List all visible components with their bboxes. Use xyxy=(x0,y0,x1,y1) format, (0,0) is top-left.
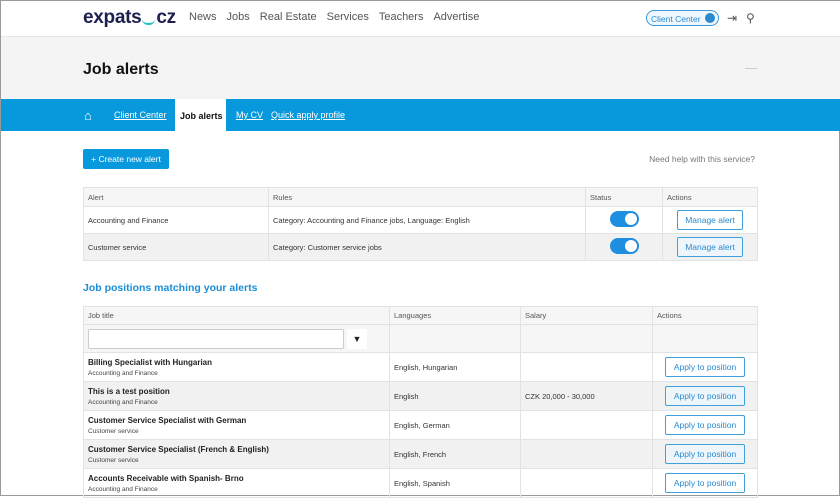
apply-to-position-button[interactable]: Apply to position xyxy=(665,415,745,435)
create-alert-button[interactable]: + Create new alert xyxy=(83,149,169,169)
nav-teachers[interactable]: Teachers xyxy=(378,11,424,23)
job-category: Customer service xyxy=(88,427,139,435)
logo-text-cz: cz xyxy=(156,7,176,28)
job-title[interactable]: Accounts Receivable with Spanish- Brno xyxy=(88,473,244,483)
column-header: Languages xyxy=(389,306,521,325)
alert-name: Accounting and Finance xyxy=(83,206,269,234)
alert-name: Customer service xyxy=(83,233,269,261)
job-salary xyxy=(520,439,653,469)
sub-nav: ⌂ Client Center Job alerts My CV Quick a… xyxy=(1,99,840,131)
job-languages: English, French xyxy=(389,439,521,469)
home-icon[interactable]: ⌂ xyxy=(84,108,92,123)
column-header: Status xyxy=(585,187,663,207)
column-header: Actions xyxy=(662,187,758,207)
alert-rules: Category: Accounting and Finance jobs, L… xyxy=(268,206,586,234)
alerts-table: Alert Rules Status Actions Accounting an… xyxy=(83,187,758,261)
job-category: Accounting and Finance xyxy=(88,369,158,377)
nav-news[interactable]: News xyxy=(189,11,217,23)
column-header: Salary xyxy=(520,306,653,325)
status-toggle[interactable] xyxy=(610,238,639,254)
manage-alert-button[interactable]: Manage alert xyxy=(677,210,743,230)
job-languages: English xyxy=(389,381,521,411)
job-category: Customer service xyxy=(88,456,139,464)
apply-to-position-button[interactable]: Apply to position xyxy=(665,357,745,377)
job-title[interactable]: Billing Specialist with Hungarian xyxy=(88,357,213,367)
client-center-button[interactable]: Client Center xyxy=(646,10,719,26)
nav-services[interactable]: Services xyxy=(326,11,369,23)
help-link[interactable]: Need help with this service? xyxy=(649,154,755,164)
job-title[interactable]: Customer Service Specialist (French & En… xyxy=(88,444,269,454)
job-category: Accounting and Finance xyxy=(88,398,158,406)
divider xyxy=(745,68,757,69)
logo-smile-icon xyxy=(142,19,156,25)
status-toggle[interactable] xyxy=(610,211,639,227)
apply-to-position-button[interactable]: Apply to position xyxy=(665,473,745,493)
job-languages: English, German xyxy=(389,410,521,440)
nav-jobs[interactable]: Jobs xyxy=(226,11,250,23)
job-title-filter-input[interactable] xyxy=(88,328,344,349)
alert-rules: Category: Customer service jobs xyxy=(268,233,586,261)
client-center-label: Client Center xyxy=(651,14,701,24)
top-header: expats cz News Jobs Real Estate Services … xyxy=(1,1,840,37)
logo[interactable]: expats cz xyxy=(83,7,176,29)
search-icon[interactable]: ⚲ xyxy=(746,11,755,25)
user-icon xyxy=(705,13,715,23)
table-row: Billing Specialist with Hungarian Account… xyxy=(83,352,758,382)
subnav-job-alerts[interactable]: Job alerts xyxy=(175,99,226,131)
section-heading: Job positions matching your alerts xyxy=(83,282,258,294)
logo-text: expats xyxy=(83,7,142,28)
table-row: This is a test position Accounting and Fi… xyxy=(83,381,758,411)
table-row: Customer Service Specialist with German C… xyxy=(83,410,758,440)
job-languages: English, Hungarian xyxy=(389,352,521,382)
job-languages: English, Spanish xyxy=(389,468,521,498)
column-header: Rules xyxy=(268,187,586,207)
table-row: Accounts Receivable with Spanish- Brno Ac… xyxy=(83,468,758,498)
job-category: Accounting and Finance xyxy=(88,485,158,493)
apply-to-position-button[interactable]: Apply to position xyxy=(665,444,745,464)
column-header: Actions xyxy=(652,306,758,325)
logout-icon[interactable]: ⇥ xyxy=(727,11,738,25)
subnav-my-cv[interactable]: My CV xyxy=(236,110,263,120)
column-header: Alert xyxy=(83,187,269,207)
job-salary xyxy=(520,410,653,440)
subnav-quick-apply-profile[interactable]: Quick apply profile xyxy=(271,110,346,120)
apply-to-position-button[interactable]: Apply to position xyxy=(665,386,745,406)
page-title: Job alerts xyxy=(83,61,159,78)
job-salary xyxy=(520,352,653,382)
column-header: Job title xyxy=(83,306,390,325)
table-row: Accounting and Finance Category: Account… xyxy=(83,206,758,234)
filter-icon[interactable]: ▼ xyxy=(347,328,367,349)
job-salary: CZK 20,000 - 30,000 xyxy=(520,381,653,411)
job-salary xyxy=(520,468,653,498)
nav-advertise[interactable]: Advertise xyxy=(433,11,480,23)
subnav-client-center[interactable]: Client Center xyxy=(114,110,167,120)
job-title[interactable]: This is a test position xyxy=(88,386,170,396)
job-title[interactable]: Customer Service Specialist with German xyxy=(88,415,247,425)
main-nav: News Jobs Real Estate Services Teachers … xyxy=(189,11,479,23)
table-row: Customer Service Specialist (French & En… xyxy=(83,439,758,469)
nav-real-estate[interactable]: Real Estate xyxy=(259,11,317,23)
manage-alert-button[interactable]: Manage alert xyxy=(677,237,743,257)
page-header: Job alerts xyxy=(1,37,840,99)
table-row: Customer service Category: Customer serv… xyxy=(83,233,758,261)
positions-table: Job title Languages Salary Actions ▼ Bil… xyxy=(83,306,758,498)
